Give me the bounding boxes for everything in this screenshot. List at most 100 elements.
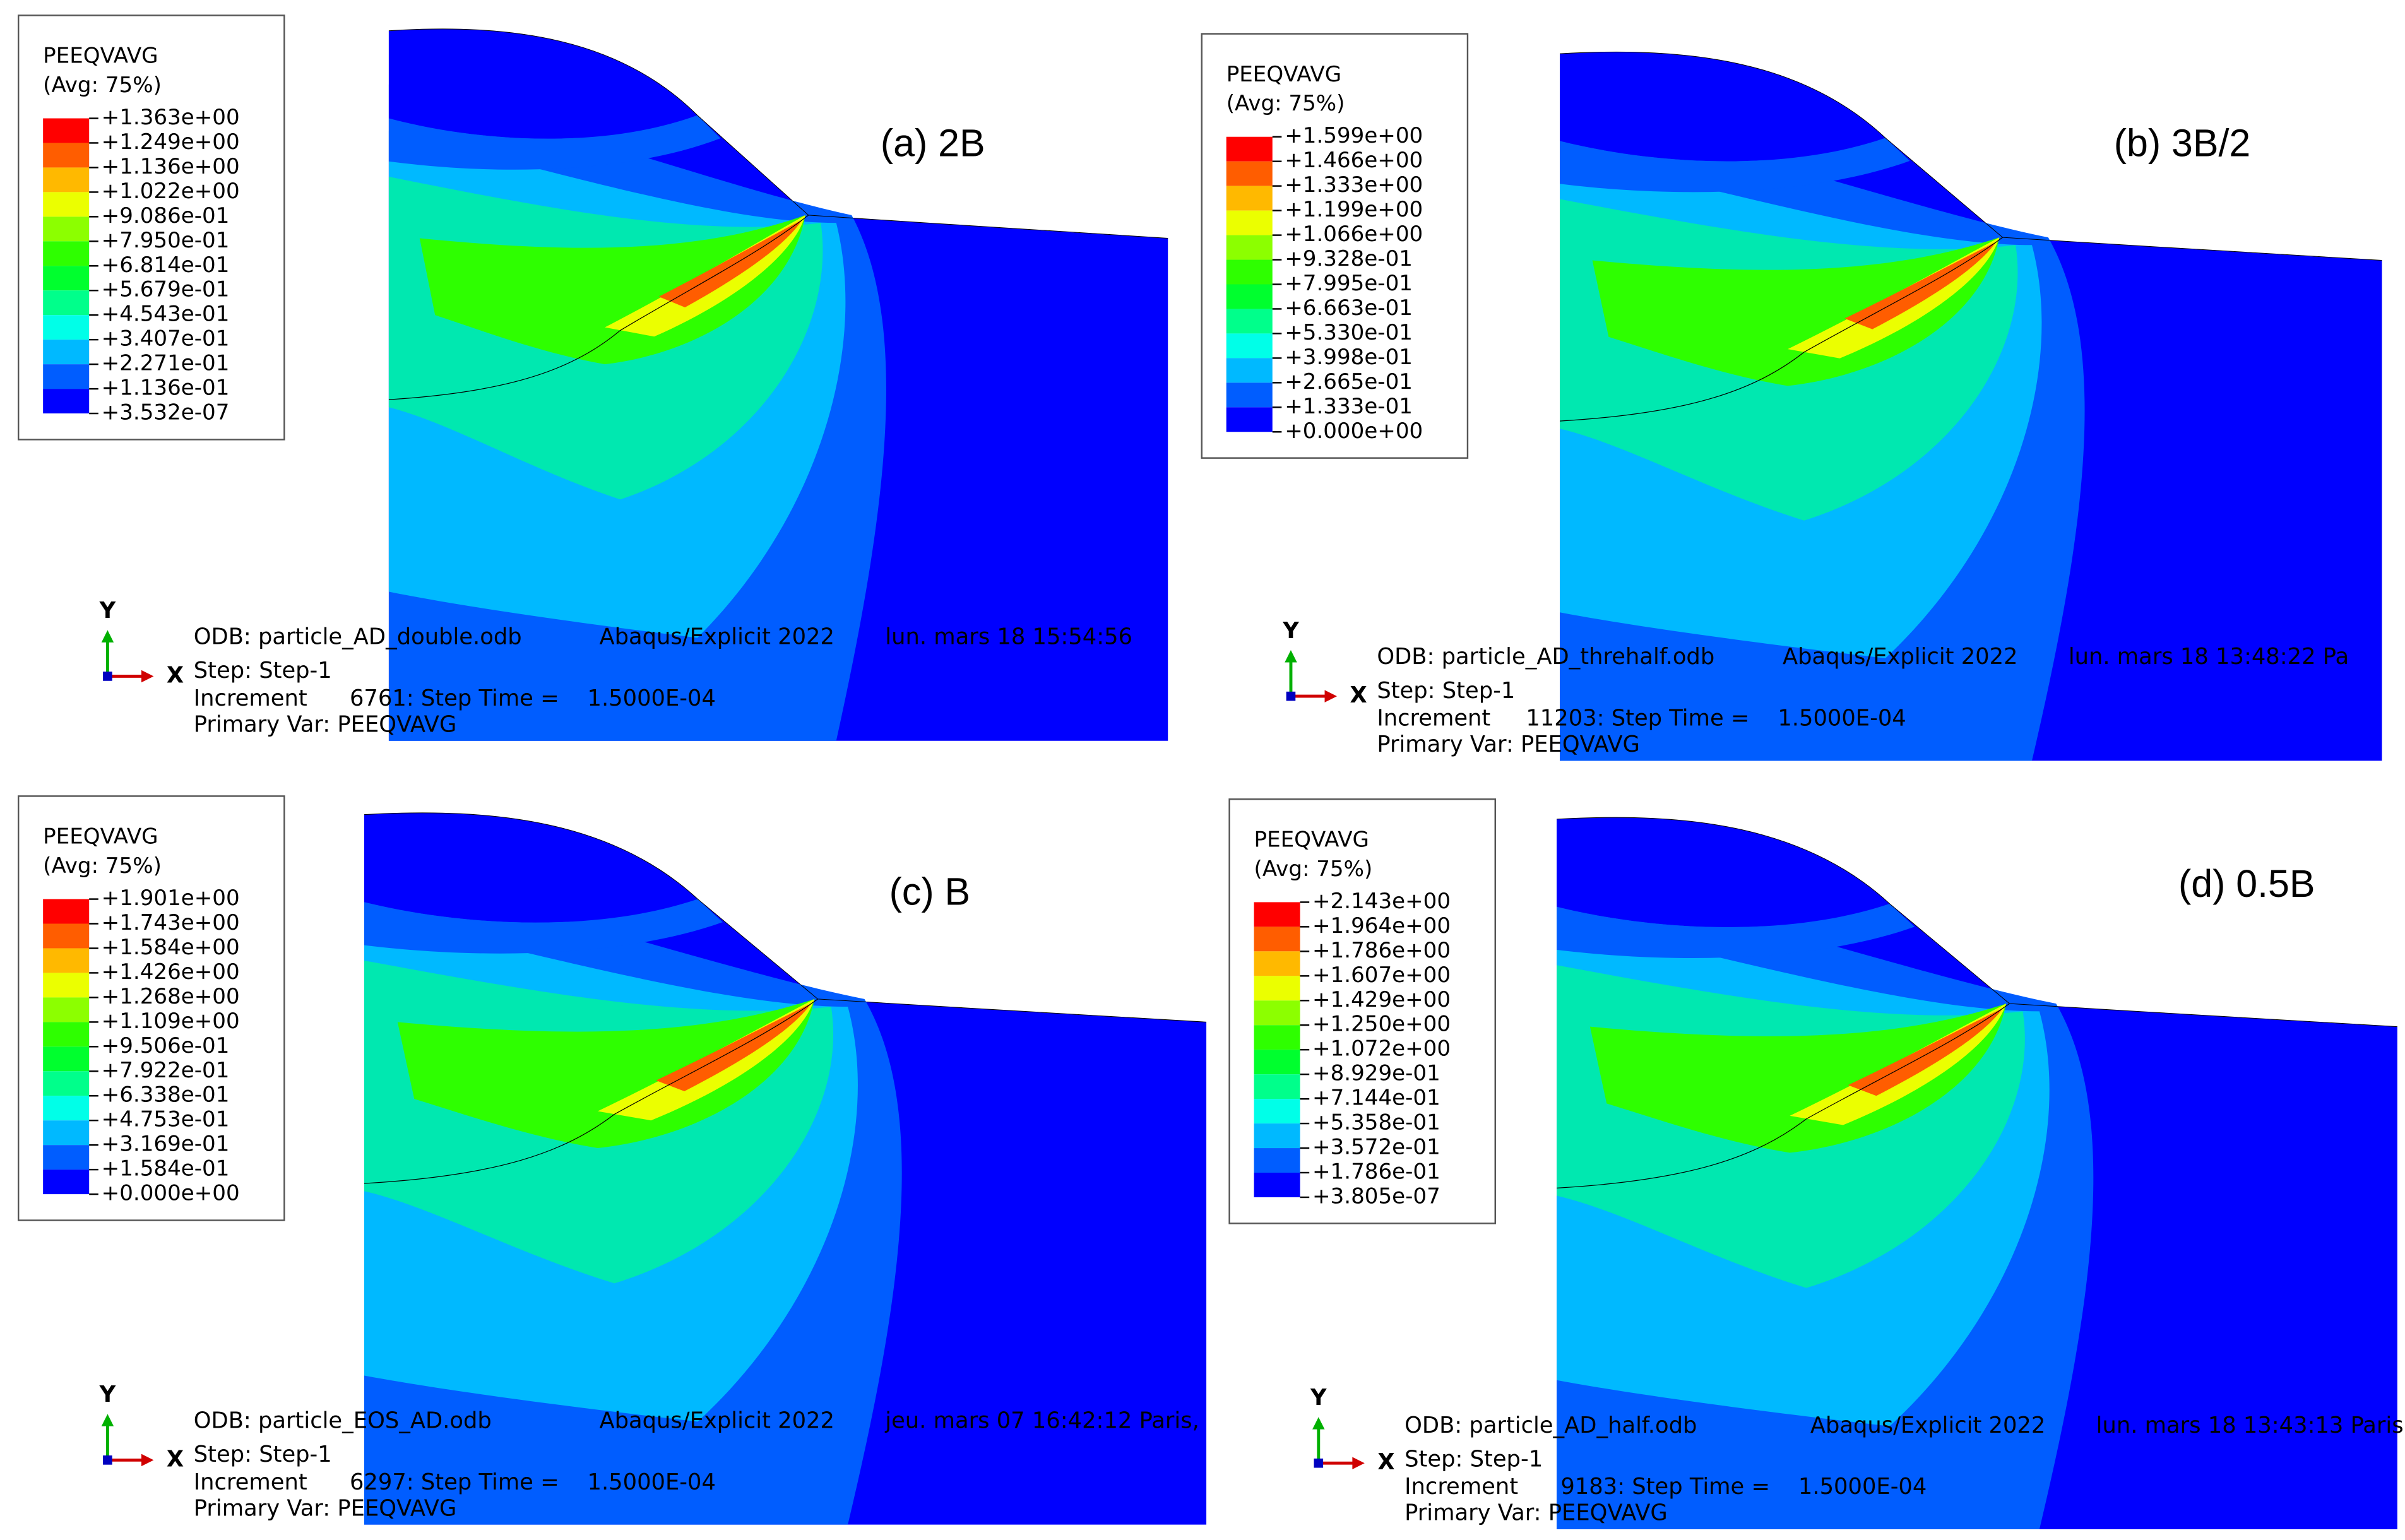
legend-swatch [43,118,90,143]
contour-band [1848,1008,2003,1096]
legend-swatch [43,389,90,414]
legend-swatch [43,216,90,242]
legend-title: PEEQVAVG [43,824,158,850]
legend-value: +7.922e-01 [102,1058,230,1083]
solver: Abaqus/Explicit 2022 [599,1407,834,1433]
legend-subtitle: (Avg: 75%) [1254,856,1373,882]
legend-value: +1.599e+00 [1285,123,1423,148]
legend-swatch [1254,1074,1300,1099]
date: jeu. mars 07 16:42:12 Paris, [884,1407,1199,1433]
legend-swatch [43,315,90,340]
legend-value: +8.929e-01 [1312,1061,1440,1086]
legend-value: +0.000e+00 [1285,418,1423,444]
legend-swatch [1254,951,1300,976]
legend-swatch [1226,284,1273,309]
contour-plot [1560,52,2382,761]
odb-name: ODB: particle_AD_half.odb [1404,1413,1697,1438]
legend-swatch [1254,1099,1300,1124]
contour-band [658,220,802,308]
legend-value: +4.543e-01 [102,302,230,327]
legend-value: +9.506e-01 [102,1033,230,1058]
legend-swatch [43,1096,90,1121]
legend-swatch [43,1120,90,1146]
contour-band [419,215,805,365]
increment: Increment 6761: Step Time = 1.5000E-04 [194,685,716,711]
legend-swatch [43,290,90,316]
contour-band [1589,1004,2007,1153]
legend-swatch [43,266,90,291]
panel-label: (d) 0.5B [2178,862,2315,905]
legend-value: +3.998e-01 [1285,345,1413,370]
x-arrow-head [141,1454,154,1467]
x-arrow-head [1352,1457,1365,1469]
legend-swatch [43,923,90,949]
panel-label: (b) 3B/2 [2114,121,2250,164]
legend-value: +1.072e+00 [1312,1036,1451,1062]
legend-title: PEEQVAVG [1226,62,1341,87]
x-axis-label: X [167,1446,184,1472]
contour-band [364,812,698,923]
legend-value: +1.964e+00 [1312,913,1451,939]
y-axis-label: Y [1310,1385,1327,1411]
legend-subtitle: (Avg: 75%) [43,73,162,98]
legend-swatch [43,1145,90,1170]
primary-var: Primary Var: PEEQVAVG [194,1495,457,1521]
z-axis [1314,1458,1324,1468]
legend-value: +6.814e-01 [102,252,230,278]
legend-value: +3.805e-07 [1312,1183,1440,1209]
z-axis [103,672,112,681]
legend-swatch [1254,1050,1300,1075]
y-arrow-head [101,630,114,643]
date: lun. mars 18 13:43:13 Paris [2096,1413,2404,1438]
legend-value: +1.268e+00 [102,984,240,1009]
date: lun. mars 18 15:54:56 [885,624,1132,650]
legend-swatch [1226,210,1273,235]
legend-value: +7.950e-01 [102,228,230,253]
contour-band [1560,138,1910,192]
legend-value: +1.109e+00 [102,1009,240,1034]
contour-band [1844,242,1997,329]
legend-swatch [43,340,90,365]
legend-value: +1.066e+00 [1285,222,1423,247]
legend-value: +3.532e-07 [102,400,230,425]
legend-value: +1.333e+00 [1285,172,1423,198]
contour-band [388,28,698,139]
step: Step: Step-1 [194,658,332,684]
legend-swatch [1226,382,1273,408]
increment: Increment 9183: Step Time = 1.5000E-04 [1404,1474,1927,1500]
legend-value: +6.663e-01 [1285,295,1413,321]
legend-swatch [43,241,90,266]
contour-band [397,998,815,1149]
date: lun. mars 18 13:48:22 Pa [2069,644,2349,670]
legend-subtitle: (Avg: 75%) [43,853,162,879]
legend-value: +1.022e+00 [102,179,240,204]
legend-swatch [43,973,90,998]
panel: PEEQVAVG(Avg: 75%)+1.363e+00+1.249e+00+1… [17,15,1168,741]
primary-var: Primary Var: PEEQVAVG [1404,1500,1668,1526]
legend-swatch [1226,309,1273,334]
legend-value: +1.786e+00 [1312,938,1451,963]
legend-value: +1.199e+00 [1285,197,1423,222]
x-axis-label: X [1350,682,1367,708]
legend-value: +1.249e+00 [102,129,240,155]
legend-value: +1.429e+00 [1312,987,1451,1012]
legend-value: +1.363e+00 [102,105,240,130]
interface-line [389,215,809,400]
legend-swatch [43,997,90,1022]
panel: PEEQVAVG(Avg: 75%)+1.901e+00+1.743e+00+1… [17,795,1206,1525]
primary-var: Primary Var: PEEQVAVG [1377,732,1640,757]
surface-outline [389,29,1168,239]
legend-value: +9.328e-01 [1285,246,1413,271]
step: Step: Step-1 [194,1442,332,1467]
y-axis-label: Y [99,1382,116,1407]
legend-swatch [43,1170,90,1195]
legend-swatch [1254,1148,1300,1173]
contour-band [1560,52,1885,162]
legend-value: +3.407e-01 [102,326,230,352]
legend-value: +1.786e-01 [1312,1159,1440,1185]
contour-band [1557,817,1890,928]
panel-label: (a) 2B [881,121,985,164]
legend-swatch [1226,407,1273,432]
x-arrow-head [1324,690,1338,702]
